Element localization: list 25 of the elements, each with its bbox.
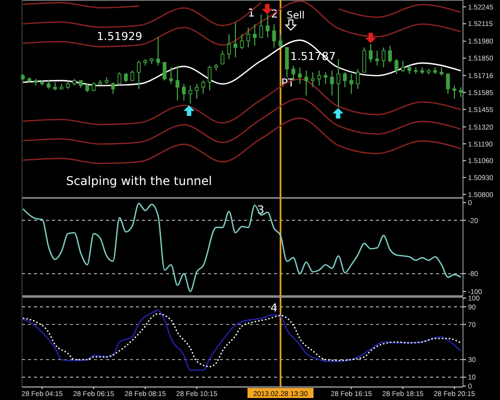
line-series bbox=[22, 202, 462, 292]
annotation: 1.51929 bbox=[96, 30, 142, 44]
candlestick bbox=[201, 80, 206, 94]
line-series bbox=[22, 40, 462, 86]
candlestick bbox=[304, 70, 308, 96]
annotation: 4 bbox=[270, 302, 278, 315]
candlestick bbox=[330, 70, 334, 96]
candlestick bbox=[27, 76, 32, 83]
line-series bbox=[22, 98, 462, 145]
annotation: 3 bbox=[257, 204, 264, 217]
annotation: Scalping with the tunnel bbox=[66, 174, 212, 188]
candlestick bbox=[420, 66, 424, 74]
annotation: Sell bbox=[286, 10, 305, 22]
candlestick bbox=[143, 58, 148, 66]
candlestick bbox=[310, 72, 315, 88]
candlestick bbox=[194, 83, 199, 100]
candlestick bbox=[272, 24, 276, 48]
line-series bbox=[22, 117, 462, 164]
candlestick bbox=[176, 65, 180, 101]
candlestick bbox=[136, 60, 141, 90]
line-series bbox=[22, 78, 462, 126]
candlestick bbox=[234, 22, 238, 58]
candlestick bbox=[336, 58, 340, 108]
candlestick bbox=[252, 24, 257, 46]
candlestick bbox=[356, 68, 360, 90]
